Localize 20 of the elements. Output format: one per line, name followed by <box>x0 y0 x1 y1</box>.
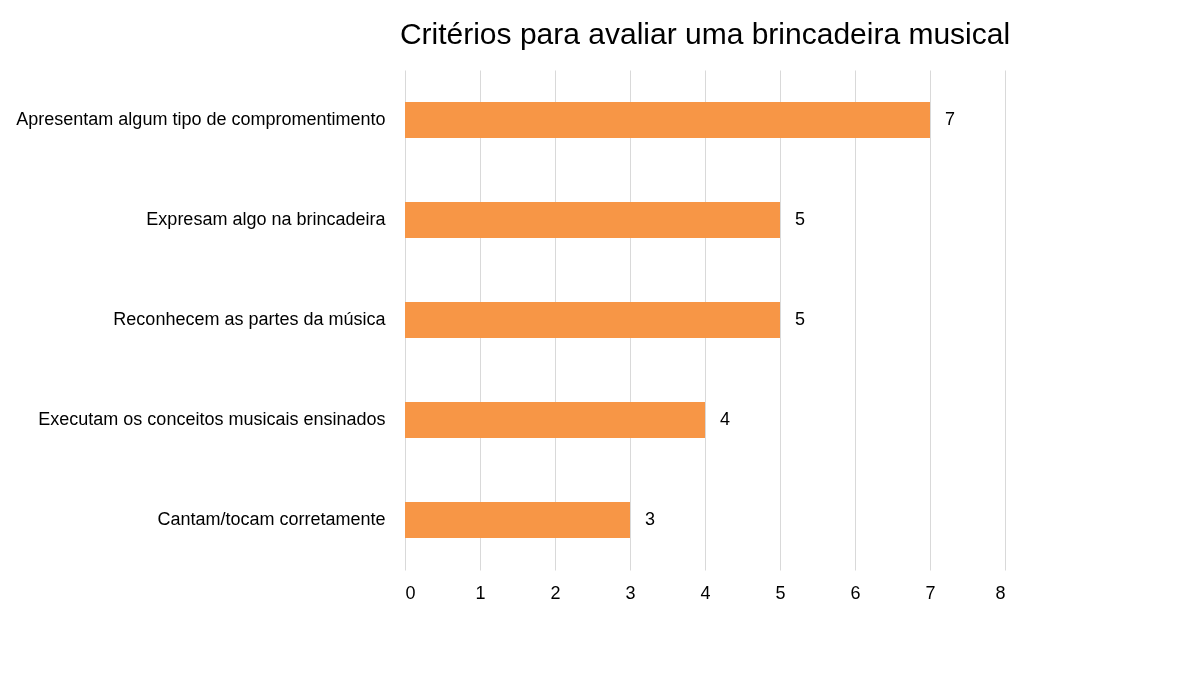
data-label: 5 <box>795 209 806 229</box>
x-tick-label: 6 <box>850 582 861 603</box>
data-label: 5 <box>795 309 806 329</box>
x-tick-label: 3 <box>625 582 636 603</box>
chart-title: Critérios para avaliar uma brincadeira musical <box>399 17 1011 50</box>
data-label: 7 <box>945 109 956 129</box>
x-tick-label: 5 <box>775 582 786 603</box>
y-tick-label: Apresentam algum tipo de compromentimento <box>16 109 386 129</box>
x-tick-label: 0 <box>405 582 416 603</box>
x-tick-label: 8 <box>995 582 1006 603</box>
y-tick-label: Cantam/tocam corretamente <box>157 509 386 529</box>
x-tick-label: 4 <box>700 582 711 603</box>
data-label: 4 <box>720 409 731 429</box>
x-tick-label: 2 <box>550 582 561 603</box>
y-tick-label: Expresam algo na brincadeira <box>146 209 387 229</box>
x-tick-label: 1 <box>475 582 486 603</box>
y-tick-label: Reconhecem as partes da música <box>113 309 387 329</box>
x-tick-label: 7 <box>925 582 936 603</box>
data-label: 3 <box>645 509 656 529</box>
y-tick-label: Executam os conceitos musicais ensinados <box>38 409 386 429</box>
